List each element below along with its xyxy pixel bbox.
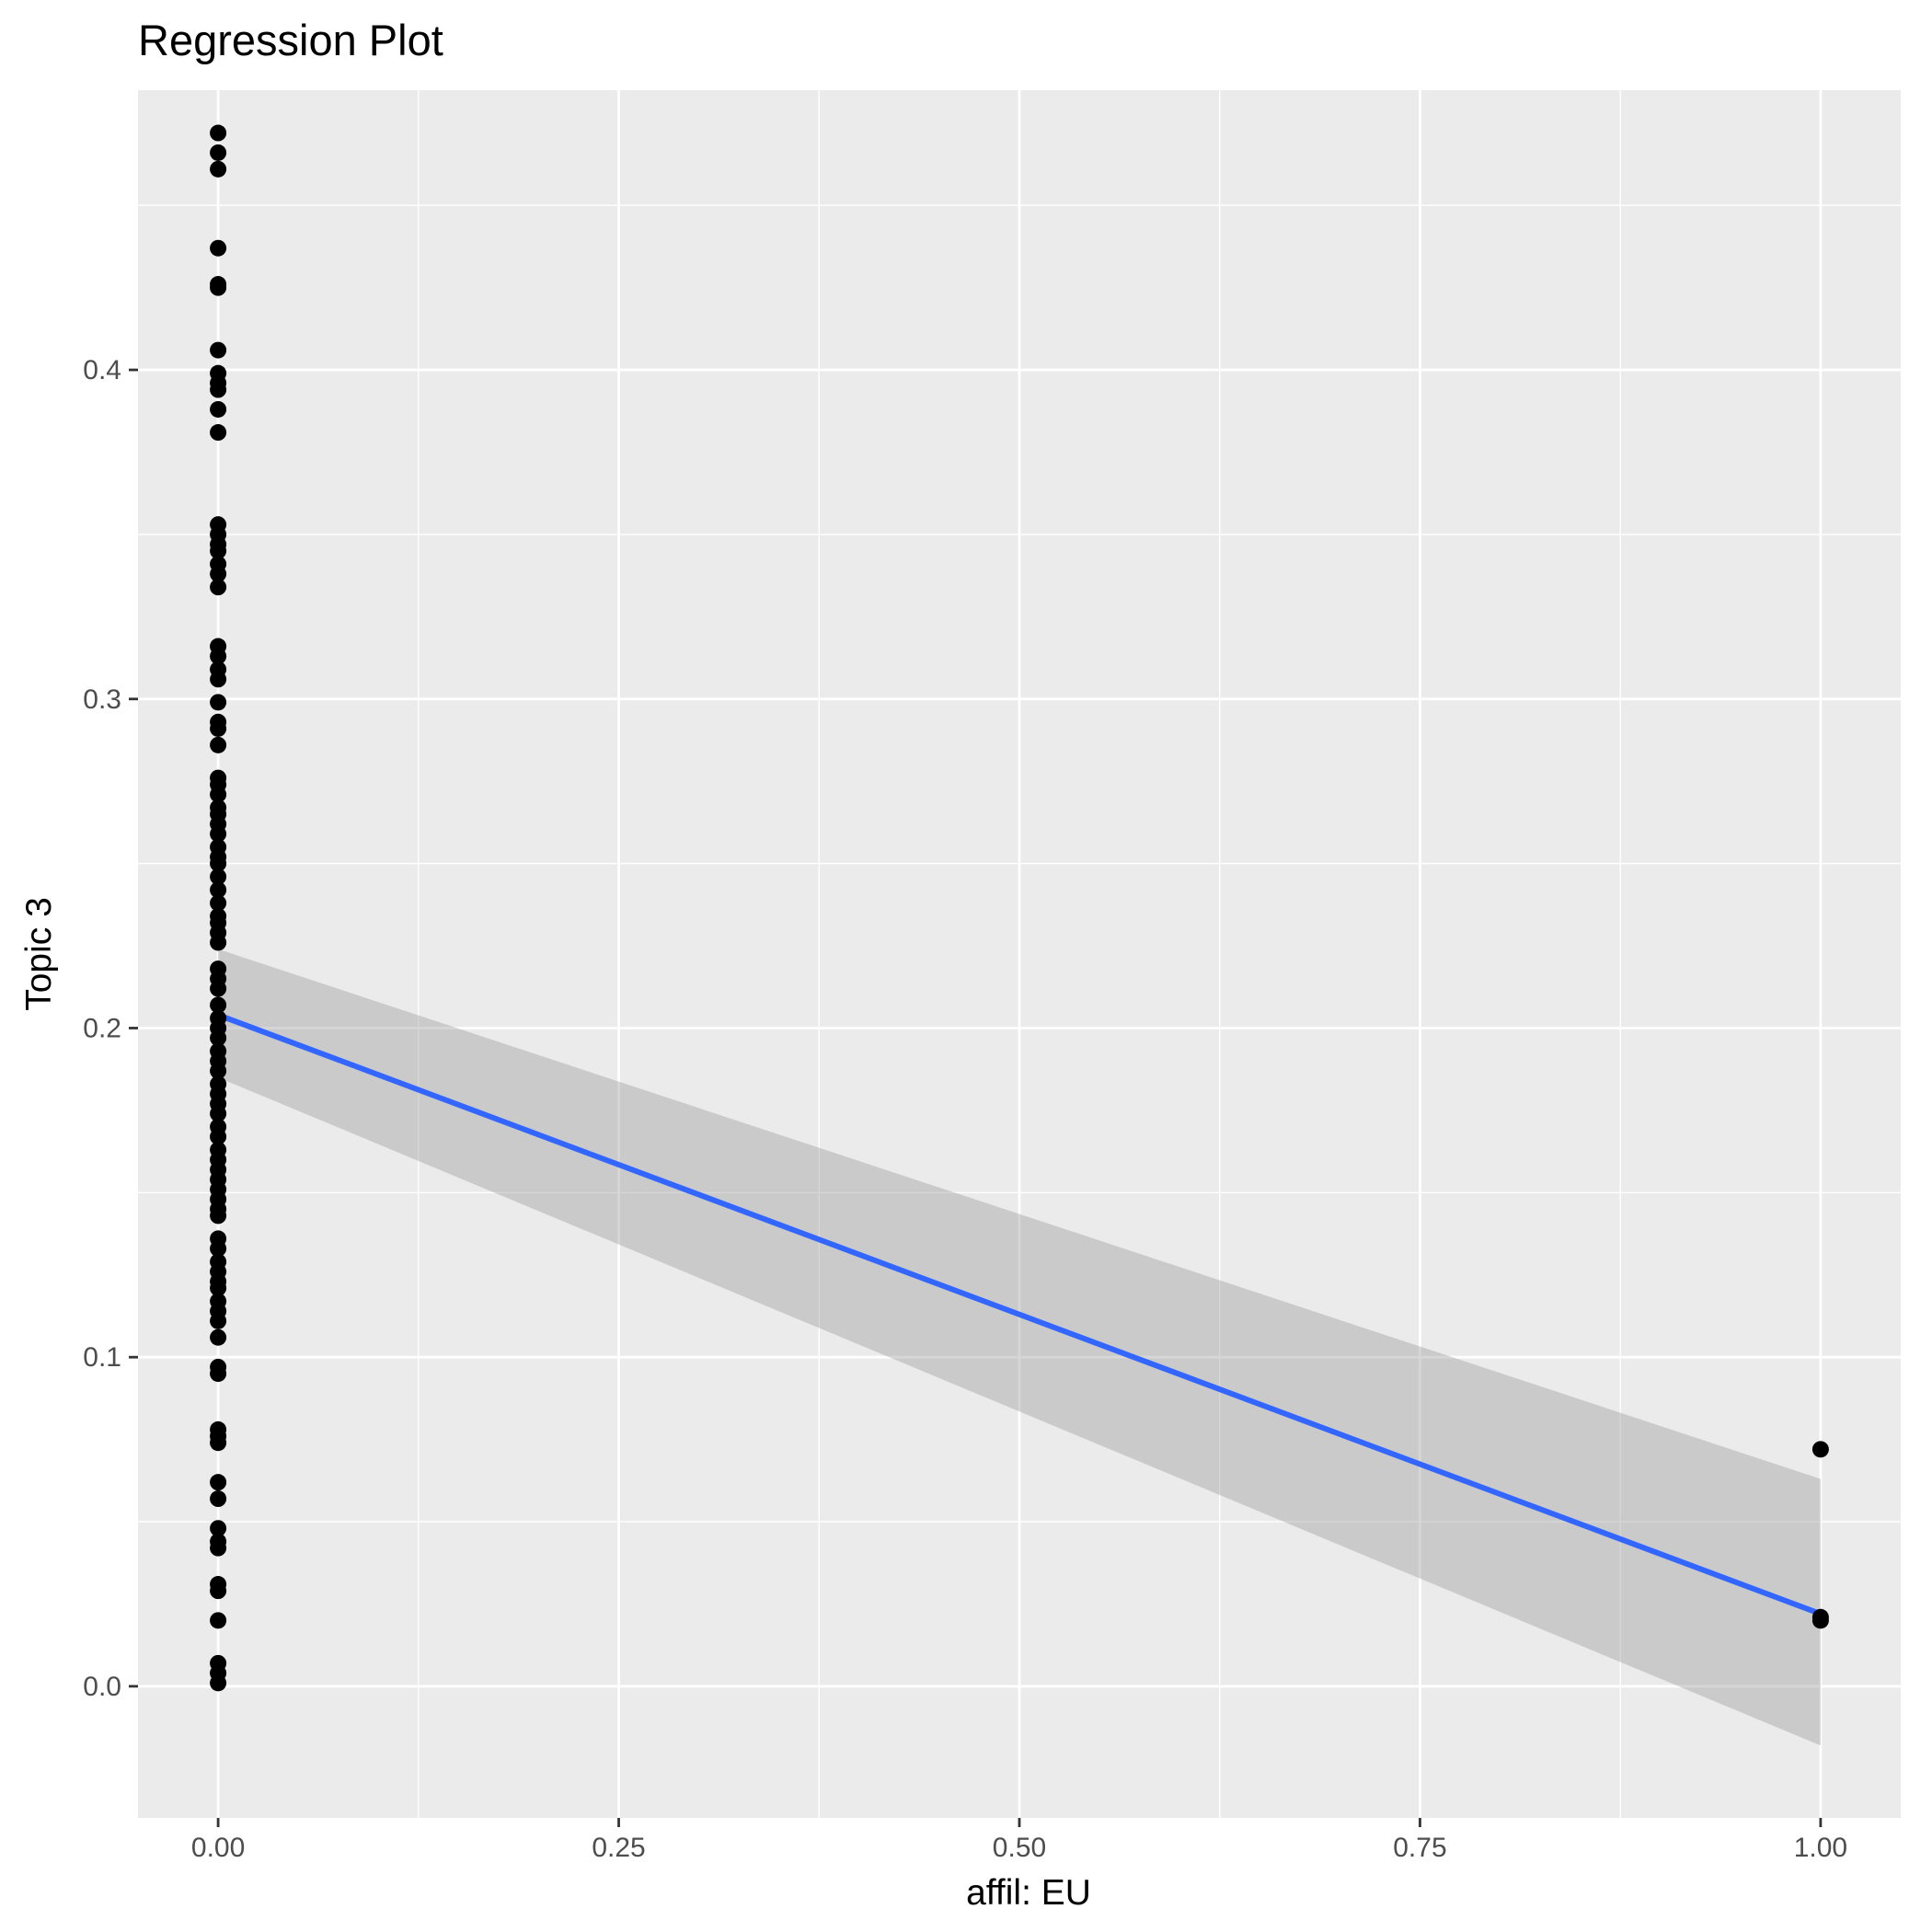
- x-tick-label: 0.75: [1393, 1833, 1446, 1863]
- data-point: [210, 424, 227, 442]
- data-point: [210, 542, 227, 559]
- data-point: [210, 1434, 227, 1452]
- fit-line-layer: [217, 1012, 1822, 1617]
- data-point: [210, 996, 227, 1014]
- data-point: [210, 671, 227, 688]
- data-point: [210, 881, 227, 899]
- y-tick-label: 0.1: [83, 1342, 121, 1373]
- x-tick-label: 0.50: [993, 1833, 1046, 1863]
- data-point: [210, 1280, 227, 1297]
- y-tick-label: 0.3: [83, 684, 121, 715]
- data-point: [210, 1490, 227, 1508]
- data-point: [210, 1328, 227, 1346]
- x-axis-title: affil: EU: [966, 1873, 1091, 1913]
- data-point: [210, 719, 227, 737]
- data-point: [210, 1539, 227, 1557]
- x-tick-label: 1.00: [1794, 1833, 1847, 1863]
- data-point: [210, 786, 227, 803]
- data-point: [210, 1207, 227, 1225]
- x-tick-label: 0.25: [592, 1833, 645, 1863]
- y-tick-label: 0.4: [83, 355, 121, 385]
- data-point: [210, 144, 227, 161]
- data-point: [210, 934, 227, 951]
- data-point: [210, 565, 227, 582]
- data-point: [210, 124, 227, 142]
- chart-title: Regression Plot: [138, 16, 443, 64]
- points-layer: [210, 124, 1829, 1692]
- y-tick-label: 0.0: [83, 1672, 121, 1702]
- confidence-band: [218, 949, 1821, 1746]
- data-point: [210, 279, 227, 296]
- data-point: [210, 400, 227, 418]
- data-point: [210, 855, 227, 872]
- data-point: [1811, 1441, 1829, 1458]
- data-point: [210, 239, 227, 257]
- data-point: [210, 894, 227, 912]
- data-point: [210, 1062, 227, 1079]
- data-point: [210, 579, 227, 596]
- data-point: [210, 1612, 227, 1629]
- data-point: [210, 1674, 227, 1692]
- data-point: [210, 160, 227, 178]
- data-point: [1811, 1612, 1829, 1629]
- data-point: [210, 1128, 227, 1145]
- data-point: [210, 1582, 227, 1600]
- data-point: [210, 1520, 227, 1537]
- regression-line: [217, 1012, 1822, 1617]
- data-point: [210, 648, 227, 665]
- confidence-band-layer: [218, 949, 1821, 1746]
- data-point: [210, 868, 227, 885]
- data-point: [210, 1474, 227, 1491]
- data-point: [210, 736, 227, 753]
- data-point: [210, 1365, 227, 1383]
- y-axis-title: Topic 3: [19, 897, 59, 1011]
- data-point: [210, 1312, 227, 1329]
- y-tick-label: 0.2: [83, 1013, 121, 1043]
- data-point: [210, 980, 227, 997]
- data-point: [210, 1105, 227, 1122]
- data-point: [210, 825, 227, 843]
- axes-layer: 0.00 0.25 0.50 0.75 1.00 0.0 0.1 0.2 0.3 0.4: [83, 355, 1847, 1863]
- data-point: [210, 694, 227, 711]
- x-tick-label: 0.00: [191, 1833, 245, 1863]
- data-point: [210, 381, 227, 398]
- data-point: [210, 341, 227, 359]
- data-point: [210, 1240, 227, 1258]
- data-point: [210, 1029, 227, 1047]
